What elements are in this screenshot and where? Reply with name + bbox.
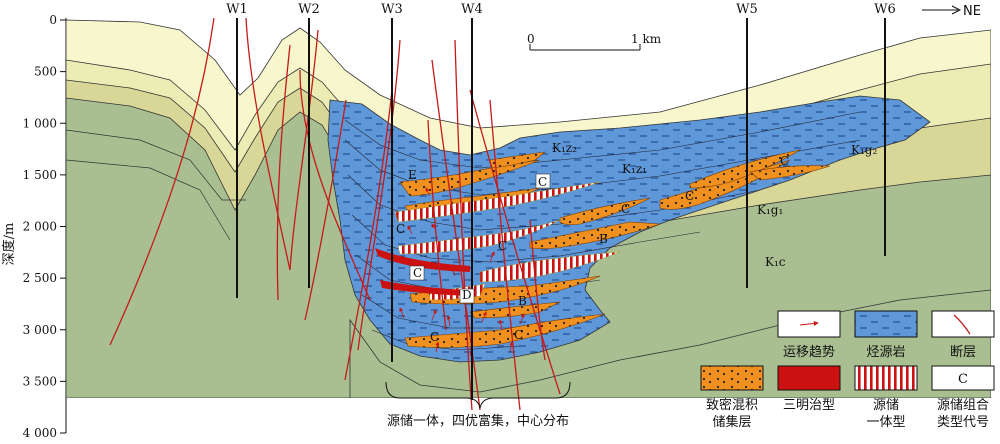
- direction-label: NE: [963, 4, 981, 19]
- formation-k1z1: K₁z₁: [622, 162, 647, 176]
- y-tick-label: 4 000: [23, 426, 57, 440]
- legend-source-label: 烃源岩: [866, 345, 905, 360]
- legend-sandwich-label: 三明治型: [783, 398, 835, 413]
- y-tick-label: 500: [34, 65, 57, 79]
- y-tick-label: 2 000: [23, 220, 57, 234]
- code-c-3: C: [621, 202, 630, 216]
- reservoir-codes: E C C C C C C C C B B D C: [396, 154, 789, 344]
- formation-k1c: K₁c: [765, 255, 786, 269]
- well-label-w4: W4: [461, 2, 483, 17]
- well-label-w5: W5: [736, 2, 758, 17]
- y-tick-label: 1 500: [23, 168, 57, 182]
- formation-k1z2: K₁z₂: [552, 141, 577, 155]
- formation-labels: K₁z₂ K₁z₁ K₁g₂ K₁g₁ K₁c: [552, 141, 877, 269]
- faults: [109, 17, 561, 411]
- bottom-note: 源储一体，四优富集，中心分布: [387, 413, 569, 429]
- code-c-2: C: [538, 175, 547, 189]
- legend-sandwich: 三明治型: [777, 365, 841, 413]
- code-c-9: C: [430, 330, 439, 344]
- code-b-1: B: [599, 232, 608, 246]
- code-d: D: [462, 288, 472, 302]
- scale-bar: 0 1 km: [527, 32, 662, 51]
- legend: 运移趋势 烃源岩 断层 致密混积 储集层 三明治型 源储 一体型 C 源储: [700, 310, 995, 430]
- legend-integrated: 源储 一体型: [854, 365, 918, 430]
- code-c-6: C: [498, 239, 507, 253]
- code-box: [535, 173, 551, 189]
- bottom-brace: [385, 381, 571, 409]
- legend-source: 烃源岩: [854, 310, 918, 360]
- code-b-2: B: [518, 294, 527, 308]
- sandwich-bodies: [375, 248, 470, 296]
- formation-k1g2: K₁g₂: [851, 143, 877, 157]
- well-label-w1: W1: [226, 2, 248, 17]
- formation-k1g1: K₁g₁: [757, 203, 783, 217]
- y-tick-label: 3 000: [23, 323, 57, 337]
- well-label-w3: W3: [381, 2, 403, 17]
- code-c-8: C: [514, 328, 523, 342]
- code-c-4: C: [685, 189, 694, 203]
- legend-integrated-label-2: 一体型: [866, 415, 905, 430]
- y-tick-label: 1 000: [23, 116, 57, 130]
- code-box: [459, 288, 475, 304]
- code-c-7: C: [413, 266, 422, 280]
- well-label-w2: W2: [298, 2, 320, 17]
- scale-end: 1 km: [631, 32, 662, 46]
- legend-arrow-label: 运移趋势: [783, 344, 835, 360]
- legend-code: C 源储组合 类型代号: [931, 365, 995, 430]
- legend-reservoir-label-2: 储集层: [712, 414, 751, 430]
- code-c-5: C: [780, 154, 789, 168]
- y-tick-label: 0: [49, 13, 57, 27]
- strata: [66, 19, 991, 398]
- y-tick-label: 3 500: [23, 374, 57, 388]
- legend-code-label-1: 源储组合: [937, 398, 989, 413]
- code-box: [409, 265, 425, 281]
- wells: W1 W2 W3 W4 W5 W6: [226, 2, 896, 400]
- legend-code-label-2: 类型代号: [937, 415, 989, 430]
- y-tick-label: 2 500: [23, 271, 57, 285]
- well-label-w6: W6: [874, 2, 896, 17]
- legend-fault-label: 断层: [950, 345, 976, 360]
- migration-arrows: [399, 187, 525, 357]
- code-c-1: C: [396, 222, 405, 236]
- legend-reservoir: 致密混积 储集层: [700, 365, 764, 430]
- legend-fault: 断层: [931, 310, 995, 360]
- legend-arrow: 运移趋势: [777, 310, 841, 360]
- scale-start: 0: [527, 32, 535, 46]
- code-e: E: [408, 168, 417, 182]
- legend-reservoir-label-1: 致密混积: [706, 397, 758, 413]
- legend-integrated-label-1: 源储: [873, 398, 899, 413]
- direction-indicator: NE: [922, 4, 981, 19]
- legend-code-symbol: C: [958, 372, 968, 387]
- y-axis-title: 深度/m: [1, 223, 17, 266]
